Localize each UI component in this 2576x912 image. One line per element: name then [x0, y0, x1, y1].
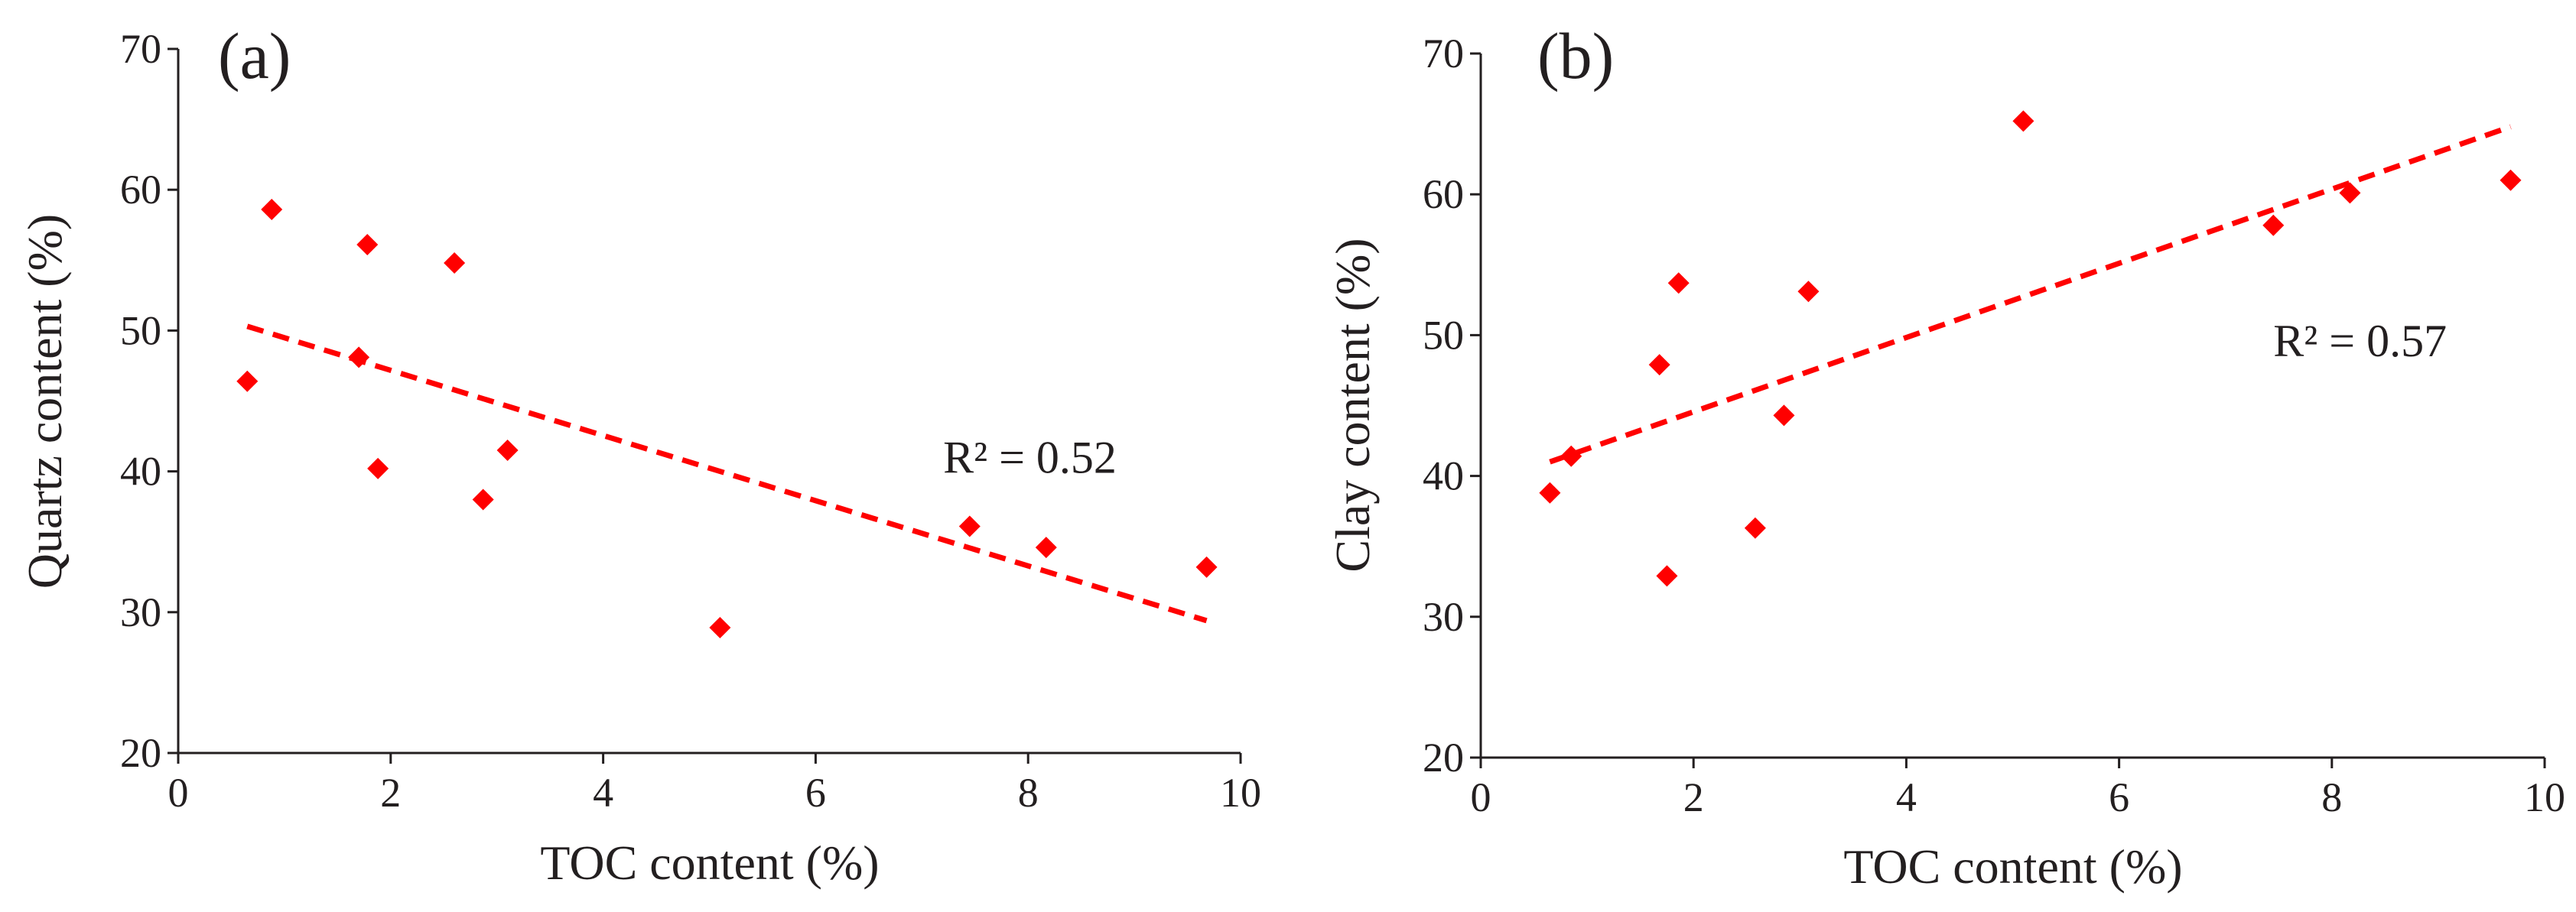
panel-b-y-tick-label: 50 [1423, 312, 1464, 358]
panel-b-trendline [1549, 124, 2512, 465]
panel-a-x-tick-label: 4 [593, 770, 613, 816]
panel-b-y-tick-label: 30 [1423, 594, 1464, 640]
panel-b: (b) 20 30 40 50 60 70 0 2 4 6 8 10 R² = 0.57 TOC c… [1325, 19, 2565, 894]
panel-a-r2-label: R² = 0.52 [943, 432, 1117, 482]
panel-a-data-point [356, 234, 379, 256]
panel-a-y-tick-label: 30 [120, 589, 161, 635]
panel-a-y-tick-label: 40 [120, 449, 161, 495]
panel-b-data-point [1539, 482, 1561, 504]
panel-a-x-tick-label: 6 [805, 770, 826, 816]
panel-a-y-tick-label: 20 [120, 730, 161, 776]
panel-a-y-axis-title: Quartz content (%) [18, 214, 72, 589]
panel-b-x-tick-label: 2 [1683, 774, 1704, 820]
panel-a-x-tick-label: 10 [1220, 770, 1261, 816]
panel-a-x-tick-label: 2 [380, 770, 401, 816]
panel-a-data-point [444, 252, 466, 274]
panel-a-data-point [958, 515, 981, 537]
panel-b-data-point [2339, 182, 2361, 204]
panel-b-x-ticks: 0 2 4 6 8 10 [1471, 758, 2565, 820]
panel-a-y-tick-label: 60 [120, 167, 161, 213]
panel-b-data-point [1560, 445, 1582, 467]
panel-b-y-tick-label: 60 [1423, 171, 1464, 217]
panel-a-x-ticks: 0 2 4 6 8 10 [168, 753, 1261, 816]
panel-b-y-axis-title: Clay content (%) [1325, 238, 1380, 572]
panel-b-x-tick-label: 10 [2524, 774, 2565, 820]
panel-a-label: (a) [218, 19, 291, 92]
panel-a-data-point [236, 370, 259, 392]
panel-b-data-point [2262, 214, 2285, 236]
panel-b-label: (b) [1537, 19, 1614, 92]
panel-b-r2-label: R² = 0.57 [2273, 316, 2447, 366]
panel-b-data-point [1648, 354, 1670, 376]
panel-b-y-tick-label: 40 [1423, 453, 1464, 499]
panel-a-data-point [709, 617, 731, 639]
panel-b-data-point [1667, 272, 1690, 294]
panel-a-data-point [261, 198, 283, 220]
panel-b-points [1539, 110, 2522, 587]
panel-b-data-point [1797, 281, 1820, 303]
panel-b-data-point [1656, 565, 1678, 587]
panel-a-y-tick-label: 50 [120, 307, 161, 353]
panel-a-data-point [472, 488, 494, 511]
panel-b-data-point [2500, 169, 2522, 191]
panel-b-y-tick-label: 70 [1423, 31, 1464, 76]
panel-a-data-point [367, 457, 389, 479]
panel-b-y-tick-label: 20 [1423, 735, 1464, 781]
panel-b-data-point [1773, 404, 1795, 427]
panel-b-x-tick-label: 4 [1896, 774, 1917, 820]
panel-a-data-point [1035, 537, 1057, 559]
panel-b-x-tick-label: 8 [2321, 774, 2342, 820]
panel-b-x-tick-label: 6 [2109, 774, 2129, 820]
panel-b-x-tick-label: 0 [1471, 774, 1491, 820]
panel-a-x-tick-label: 0 [168, 770, 189, 816]
panel-a-data-point [496, 439, 519, 461]
panel-a-x-tick-label: 8 [1018, 770, 1039, 816]
panel-a-points [236, 198, 1218, 639]
panel-a-data-point [348, 346, 370, 368]
panel-a-trendline [246, 323, 1208, 624]
panel-b-x-axis-title: TOC content (%) [1843, 839, 2182, 894]
panel-b-y-ticks: 20 30 40 50 60 70 [1423, 31, 1481, 781]
panel-a: (a) 20 30 40 50 60 70 0 2 4 6 8 10 R² = 0.52 TOC c… [18, 19, 1261, 890]
panel-a-y-tick-label: 70 [120, 26, 161, 72]
panel-a-data-point [1195, 556, 1218, 578]
panel-a-y-ticks: 20 30 40 50 60 70 [120, 26, 178, 776]
panel-a-x-axis-title: TOC content (%) [540, 836, 879, 890]
panel-b-data-point [1744, 517, 1766, 539]
panel-b-data-point [2012, 110, 2034, 132]
